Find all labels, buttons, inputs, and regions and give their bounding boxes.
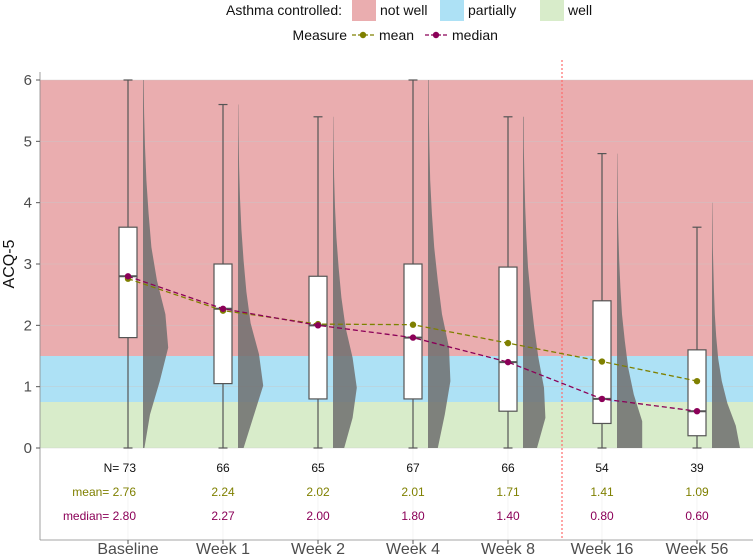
mean-point xyxy=(409,321,417,328)
density-curves xyxy=(143,80,740,449)
median-point xyxy=(314,322,322,329)
density-0 xyxy=(143,80,169,448)
gridlines xyxy=(40,79,753,540)
box-3 xyxy=(403,263,423,400)
density-2 xyxy=(333,116,357,449)
summary-table: N= 73 66 65 67 66 54 39 mean= 2.76 2.24 2.02 2.01 1… xyxy=(63,461,709,523)
legend-label-median: median xyxy=(452,27,498,43)
y-tick-label: 2 xyxy=(24,317,32,334)
boxplots xyxy=(118,79,707,449)
median-point xyxy=(409,334,417,341)
y-tick-label: 5 xyxy=(24,133,32,150)
box-0 xyxy=(118,226,138,339)
legend-measure-title: Measure xyxy=(293,27,348,43)
y-axis-title: ACQ-5 xyxy=(1,239,18,288)
median-point xyxy=(598,395,606,403)
mean-label: 1.71 xyxy=(496,485,520,499)
mean-point xyxy=(598,358,606,365)
y-tick-label: 3 xyxy=(24,256,32,273)
x-tick-label: Week 1 xyxy=(196,541,250,557)
x-tick-label: Baseline xyxy=(97,541,158,557)
legend-label-well: well xyxy=(567,2,592,18)
legend-label-partially: partially xyxy=(468,2,516,18)
median-point xyxy=(693,408,701,415)
box-2 xyxy=(308,275,328,400)
x-tick-label: Week 56 xyxy=(666,541,729,557)
box-4 xyxy=(498,266,518,412)
n-label: N= 73 xyxy=(104,461,137,475)
n-label: 65 xyxy=(311,461,325,475)
box-1 xyxy=(213,263,233,385)
legend-point-median xyxy=(432,31,440,39)
legend-asthma-title: Asthma controlled: xyxy=(226,2,342,18)
density-4 xyxy=(523,116,546,449)
median-label: 2.27 xyxy=(211,509,235,523)
y-tick-label: 4 xyxy=(24,195,32,212)
n-label: 39 xyxy=(690,461,704,475)
x-axis: Baseline Week 1 Week 2 Week 4 Week 8 Week 16 W… xyxy=(40,539,753,557)
density-6 xyxy=(712,202,740,448)
box-6 xyxy=(687,349,707,437)
median-label: 1.40 xyxy=(496,509,520,523)
mean-point xyxy=(504,339,512,347)
trend-lines xyxy=(124,60,701,540)
y-axis: 0 1 2 3 4 5 6 ACQ-5 xyxy=(1,72,41,540)
mean-point xyxy=(693,377,701,385)
median-label: 2.00 xyxy=(306,509,330,523)
mean-label: 2.01 xyxy=(401,485,425,499)
density-5 xyxy=(617,153,643,448)
legend-label-not-well: not well xyxy=(380,2,427,18)
mean-label: 1.09 xyxy=(685,485,709,499)
x-tick-label: Week 4 xyxy=(386,541,440,557)
x-tick-label: Week 16 xyxy=(571,541,634,557)
mean-label: 2.24 xyxy=(211,485,235,499)
median-point xyxy=(504,358,512,366)
n-label: 66 xyxy=(501,461,515,475)
y-tick-label: 0 xyxy=(24,440,32,457)
median-label: 0.60 xyxy=(685,509,709,523)
density-1 xyxy=(238,104,264,448)
median-label: median= 2.80 xyxy=(63,509,136,523)
legend-point-mean xyxy=(359,31,367,39)
mean-label: 1.41 xyxy=(590,485,614,499)
y-tick-label: 1 xyxy=(24,379,32,396)
legend: Asthma controlled: not well partially well M… xyxy=(226,0,592,43)
median-point xyxy=(124,273,132,280)
n-label: 54 xyxy=(595,461,609,475)
legend-swatch-well xyxy=(540,0,564,21)
mean-label: 2.02 xyxy=(306,485,330,499)
x-tick-label: Week 2 xyxy=(291,541,345,557)
x-tick-label: Week 8 xyxy=(481,541,535,557)
legend-label-mean: mean xyxy=(379,27,414,43)
legend-swatch-partially xyxy=(440,0,464,21)
density-3 xyxy=(428,80,451,448)
mean-label: mean= 2.76 xyxy=(72,485,136,499)
n-label: 67 xyxy=(406,461,420,475)
n-label: 66 xyxy=(216,461,230,475)
median-point xyxy=(219,305,227,312)
median-label: 1.80 xyxy=(401,509,425,523)
legend-swatch-not-well xyxy=(352,0,376,21)
y-tick-label: 6 xyxy=(24,72,32,89)
median-label: 0.80 xyxy=(590,509,614,523)
